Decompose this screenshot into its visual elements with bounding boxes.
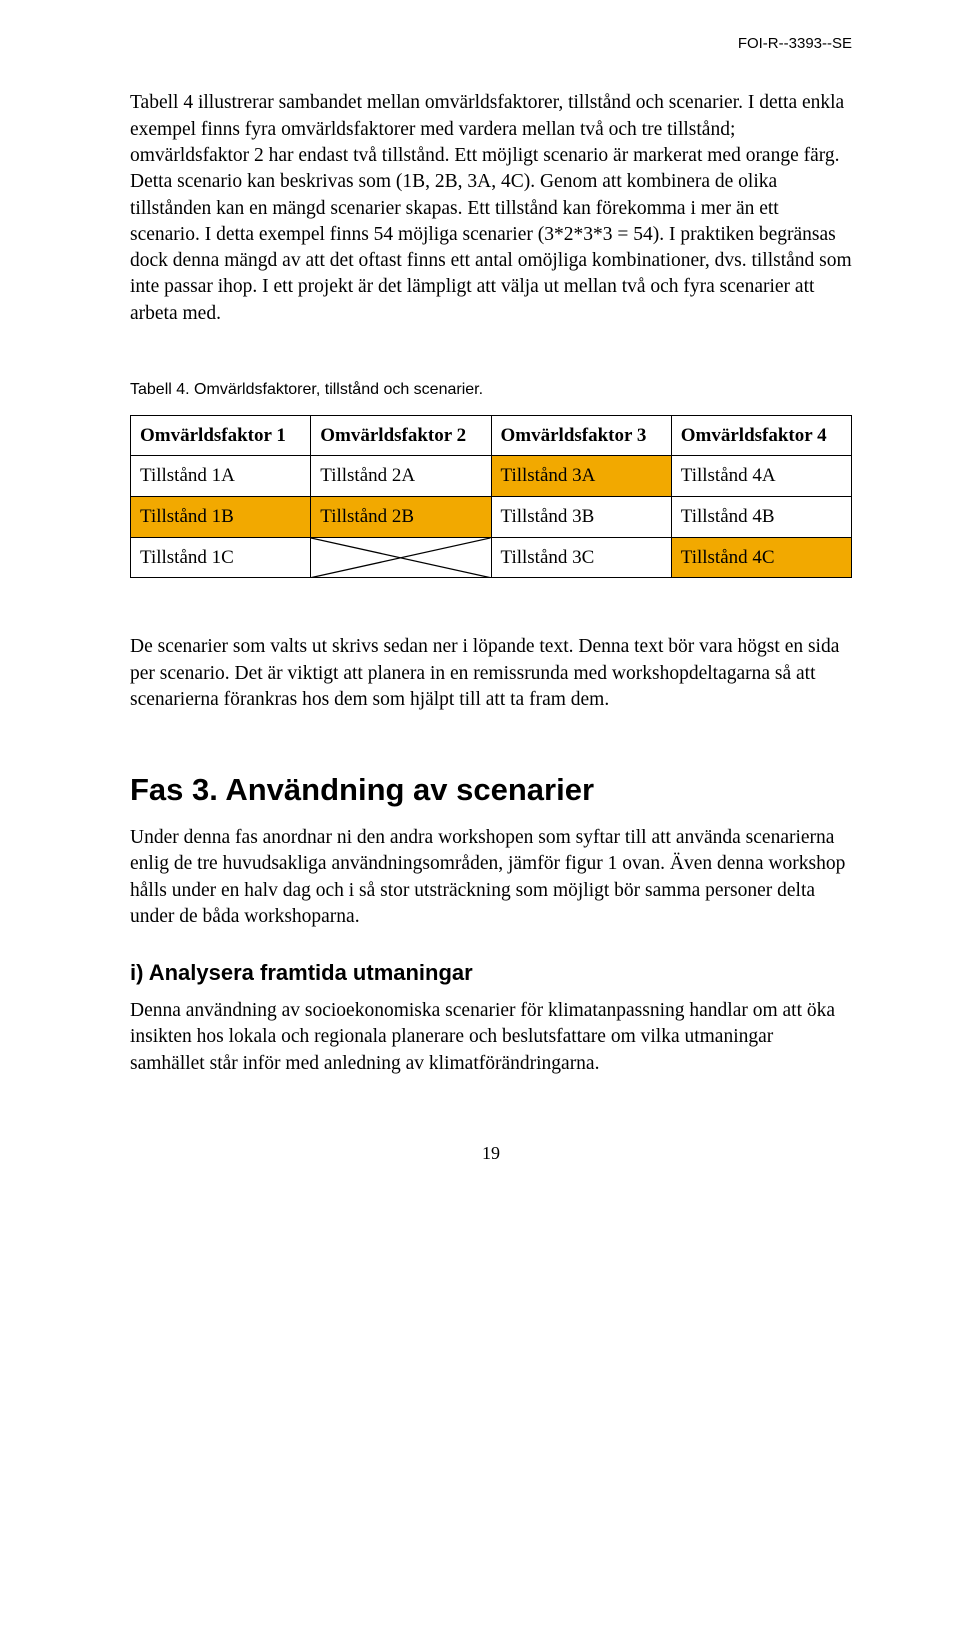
table-row: Tillstånd 1C Tillstånd 3C Tillstånd 4C xyxy=(131,537,852,578)
table-caption: Tabell 4. Omvärldsfaktorer, tillstånd oc… xyxy=(130,379,852,401)
table-cell: Tillstånd 2A xyxy=(311,456,491,497)
table-cell: Tillstånd 1C xyxy=(131,537,311,578)
table-cell: Tillstånd 3B xyxy=(491,496,671,537)
table-cell: Tillstånd 1A xyxy=(131,456,311,497)
table-cell-highlighted: Tillstånd 4C xyxy=(671,537,851,578)
subsection-heading-i: i) Analysera framtida utmaningar xyxy=(130,958,852,988)
col-header: Omvärldsfaktor 3 xyxy=(491,415,671,456)
document-id: FOI-R--3393--SE xyxy=(130,34,852,54)
table-row: Tillstånd 1B Tillstånd 2B Tillstånd 3B T… xyxy=(131,496,852,537)
col-header: Omvärldsfaktor 2 xyxy=(311,415,491,456)
table-cell: Tillstånd 3C xyxy=(491,537,671,578)
table-cell: Tillstånd 4B xyxy=(671,496,851,537)
table-row: Tillstånd 1A Tillstånd 2A Tillstånd 3A T… xyxy=(131,456,852,497)
paragraph-4: Denna användning av socioekonomiska scen… xyxy=(130,998,852,1077)
section-heading-fas3: Fas 3. Användning av scenarier xyxy=(130,769,852,811)
col-header: Omvärldsfaktor 4 xyxy=(671,415,851,456)
page-number: 19 xyxy=(130,1141,852,1165)
table-cell-crossed xyxy=(311,537,491,578)
paragraph-3: Under denna fas anordnar ni den andra wo… xyxy=(130,825,852,930)
table-cell: Tillstånd 4A xyxy=(671,456,851,497)
paragraph-2: De scenarier som valts ut skrivs sedan n… xyxy=(130,634,852,713)
table-header-row: Omvärldsfaktor 1 Omvärldsfaktor 2 Omvärl… xyxy=(131,415,852,456)
scenario-table: Omvärldsfaktor 1 Omvärldsfaktor 2 Omvärl… xyxy=(130,415,852,579)
cross-icon xyxy=(311,538,490,578)
table-cell-highlighted: Tillstånd 2B xyxy=(311,496,491,537)
table-cell-highlighted: Tillstånd 1B xyxy=(131,496,311,537)
col-header: Omvärldsfaktor 1 xyxy=(131,415,311,456)
table-cell-highlighted: Tillstånd 3A xyxy=(491,456,671,497)
paragraph-1: Tabell 4 illustrerar sambandet mellan om… xyxy=(130,90,852,327)
